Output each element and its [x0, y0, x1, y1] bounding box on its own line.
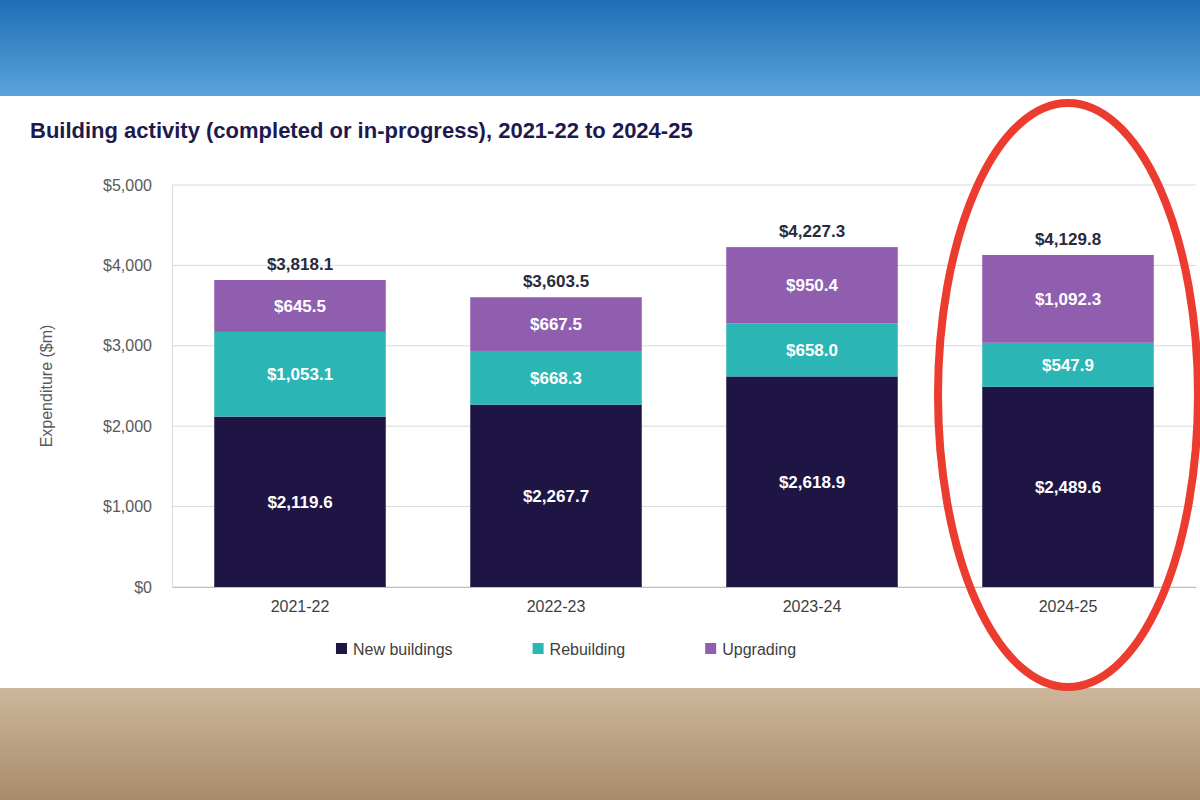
y-axis: $0 $1,000 $2,000 $3,000 $4,000 $5,000: [103, 177, 172, 596]
legend-label: Rebuilding: [550, 641, 626, 658]
legend-swatch: [533, 643, 544, 654]
segment-label: $1,092.3: [1035, 290, 1101, 309]
segment-label: $950.4: [786, 276, 839, 295]
segment-label: $645.5: [274, 297, 326, 316]
y-tick-label: $3,000: [103, 337, 152, 354]
bar-segment: [214, 280, 386, 332]
y-axis-line: [172, 186, 173, 588]
grid: [172, 185, 1196, 587]
total-label: $4,129.8: [1035, 230, 1101, 249]
series-2: [214, 247, 1154, 351]
segment-label: $2,119.6: [267, 493, 332, 512]
x-tick: 2023-24: [783, 587, 842, 615]
background-sky: [0, 0, 1200, 96]
background-ground: [0, 688, 1200, 800]
bar-segment: [470, 351, 642, 405]
total-label: $3,818.1: [267, 255, 333, 274]
segment-label: $2,267.7: [523, 487, 589, 506]
x-axis: 2021-22 2022-23 2023-24 2024-25: [173, 587, 1197, 615]
legend-swatch: [336, 643, 347, 654]
x-tick: 2021-22: [271, 587, 330, 615]
y-tick: $3,000: [103, 337, 172, 354]
x-tick: 2022-23: [527, 587, 586, 615]
y-tick: $4,000: [103, 257, 172, 274]
legend-item: Rebuilding: [533, 641, 626, 658]
bar-segment: [982, 255, 1154, 343]
legend-label: Upgrading: [722, 641, 796, 658]
bars: [214, 247, 1154, 587]
segment-label: $547.9: [1042, 356, 1094, 375]
legend-label: New buildings: [353, 641, 453, 658]
y-tick-label: $2,000: [103, 418, 152, 435]
bar-segment: [470, 405, 642, 587]
segment-label: $667.5: [530, 315, 582, 334]
y-tick: $1,000: [103, 498, 172, 515]
bar-segment: [726, 247, 898, 323]
bar-segment: [214, 417, 386, 587]
segment-label: $658.0: [786, 341, 838, 360]
y-tick: $5,000: [103, 177, 172, 194]
chart-title: Building activity (completed or in-progr…: [30, 118, 693, 143]
y-tick-label: $0: [134, 579, 152, 596]
bar-segment: [982, 387, 1154, 587]
x-tick-label: 2022-23: [527, 598, 586, 615]
bar-segment: [470, 297, 642, 351]
x-tick-label: 2023-24: [783, 598, 842, 615]
grid-line: [172, 185, 1196, 186]
total-label: $3,603.5: [523, 272, 589, 291]
segment-label: $2,618.9: [779, 473, 845, 492]
y-tick-label: $5,000: [103, 177, 152, 194]
segment-label: $2,489.6: [1035, 478, 1101, 497]
chart-panel: [0, 96, 1200, 688]
y-tick-label: $4,000: [103, 257, 152, 274]
bar-segment: [214, 332, 386, 417]
segment-label: $668.3: [530, 369, 582, 388]
y-tick: $2,000: [103, 418, 172, 435]
x-tick: 2024-25: [1039, 587, 1098, 615]
y-tick: $0: [134, 579, 172, 596]
x-axis-line: [173, 587, 1197, 588]
legend: New buildings Rebuilding Upgrading: [336, 641, 796, 658]
highlight-ellipse: [938, 103, 1198, 687]
x-tick-label: 2021-22: [271, 598, 330, 615]
bar-segment: [982, 343, 1154, 387]
chart: Building activity (completed or in-progr…: [0, 0, 1200, 800]
x-tick-label: 2024-25: [1039, 598, 1098, 615]
legend-item: New buildings: [336, 641, 453, 658]
segment-label: $1,053.1: [267, 365, 333, 384]
legend-swatch: [705, 643, 716, 654]
y-tick-label: $1,000: [103, 498, 152, 515]
y-axis-title: Expenditure ($m): [38, 325, 55, 448]
total-label: $4,227.3: [779, 222, 845, 241]
legend-item: Upgrading: [705, 641, 796, 658]
data-labels: $2,119.6 $2,267.7 $2,618.9 $2,489.6 $1,053.1…: [267, 222, 1101, 512]
bar-segment: [726, 376, 898, 587]
bar-segment: [726, 324, 898, 377]
